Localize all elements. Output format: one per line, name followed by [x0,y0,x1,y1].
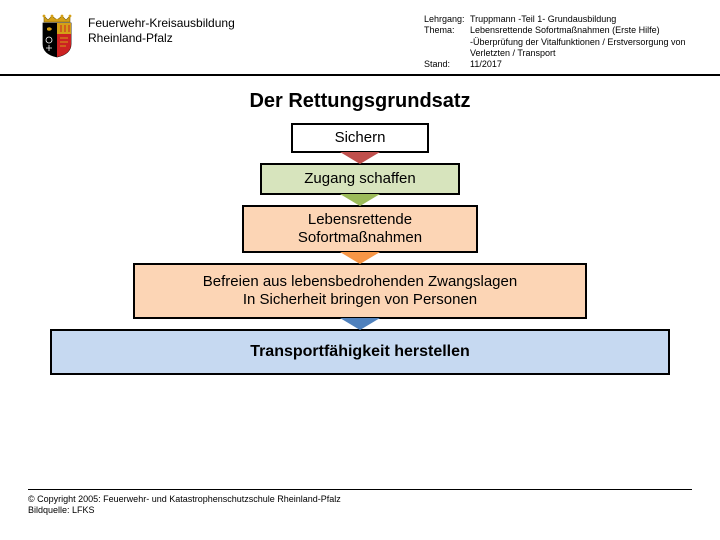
flow-box-2: Zugang schaffen [260,163,460,195]
flow-box-5: Transportfähigkeit herstellen [50,329,670,375]
flow-box-5-text: Transportfähigkeit herstellen [250,342,470,362]
header: Feuerwehr-Kreisausbildung Rheinland-Pfal… [0,0,720,76]
crest-logo [38,14,76,58]
thema-value: Lebensrettende Sofortmaßnahmen (Erste Hi… [470,25,704,36]
thema-sub: -Überprüfung der Vitalfunktionen / Erstv… [470,37,704,60]
org-name: Feuerwehr-Kreisausbildung Rheinland-Pfal… [88,12,235,46]
flow-box-2-text: Zugang schaffen [304,170,415,189]
org-line-1: Feuerwehr-Kreisausbildung [88,16,235,31]
header-meta: Lehrgang: Truppmann -Teil 1- Grundausbil… [424,12,704,70]
flow-box-1-text: Sichern [335,129,386,148]
footer-bildquelle: Bildquelle: LFKS [28,505,692,516]
org-line-2: Rheinland-Pfalz [88,31,235,46]
flow-box-3: Lebensrettende Sofortmaßnahmen [242,205,478,253]
flow-arrow-4 [340,318,380,330]
lehrgang-value: Truppmann -Teil 1- Grundausbildung [470,14,704,25]
footer-copyright: © Copyright 2005: Feuerwehr- und Katastr… [28,494,692,505]
lehrgang-label: Lehrgang: [424,14,470,25]
flow-box-3-text: Lebensrettende Sofortmaßnahmen [298,211,422,249]
thema-label: Thema: [424,25,470,59]
flow-arrow-1 [340,152,380,164]
stand-label: Stand: [424,59,470,70]
flow-box-4-text: Befreien aus lebensbedrohenden Zwangslag… [203,273,517,311]
stand-value: 11/2017 [470,59,704,70]
flow-diagram: Sichern Zugang schaffen Lebensrettende S… [0,123,720,375]
flow-arrow-3 [340,252,380,264]
flow-box-1: Sichern [291,123,429,153]
footer: © Copyright 2005: Feuerwehr- und Katastr… [28,489,692,517]
page-title: Der Rettungsgrundsatz [0,90,720,113]
flow-box-4: Befreien aus lebensbedrohenden Zwangslag… [133,263,587,319]
flow-arrow-2 [340,194,380,206]
